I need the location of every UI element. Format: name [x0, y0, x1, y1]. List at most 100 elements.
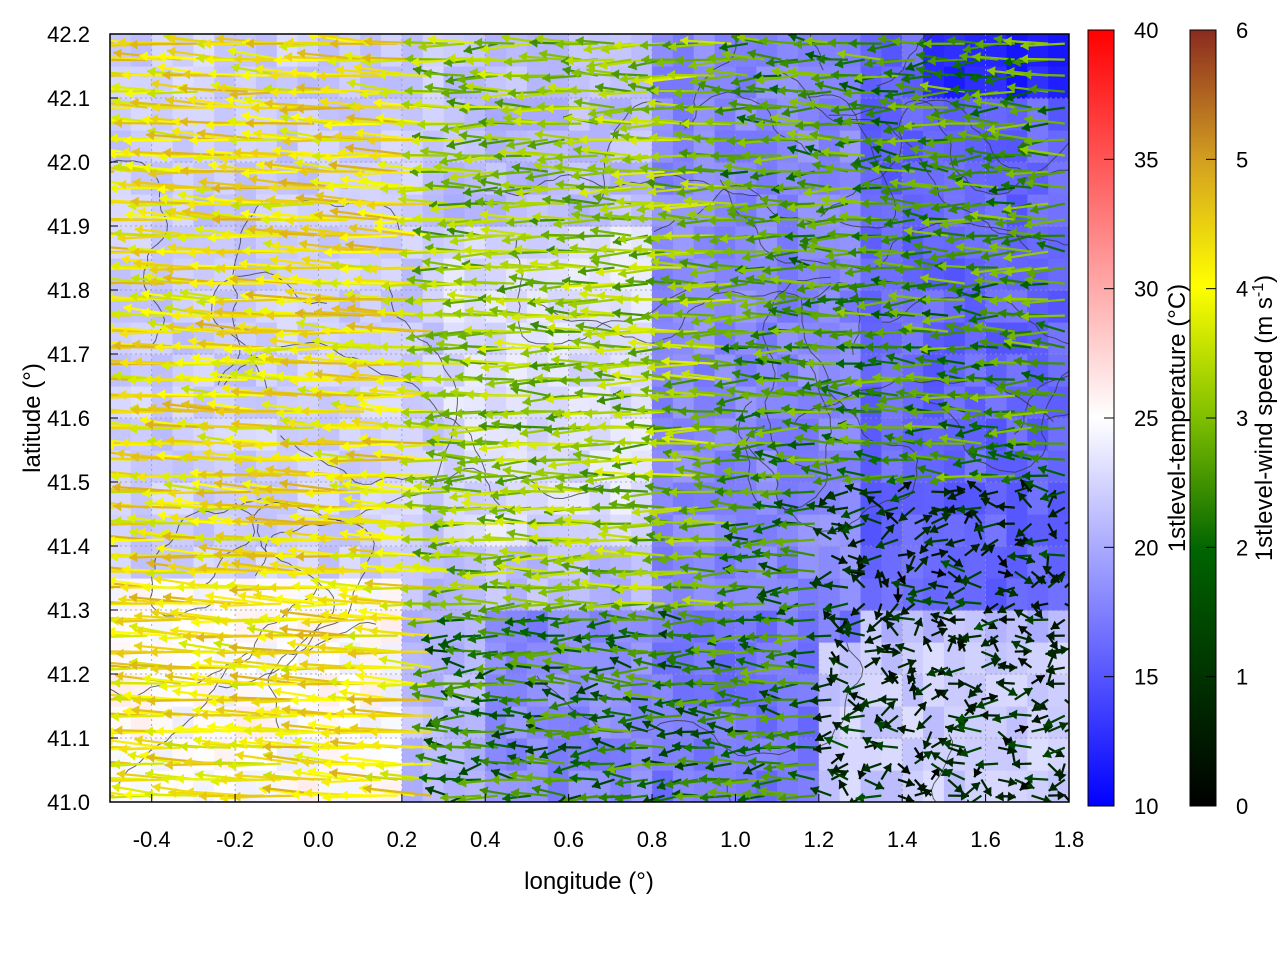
- wind-vector-head: [139, 415, 149, 426]
- temperature-cell: [506, 322, 528, 355]
- wind-vector: [645, 170, 699, 178]
- wind-vector-head: [428, 588, 438, 598]
- wind-vector-head: [155, 726, 164, 737]
- wind-vector-head: [346, 293, 355, 304]
- wind-vector-head: [532, 296, 541, 307]
- wind-vector: [354, 170, 415, 176]
- wind-vector-head: [691, 232, 700, 243]
- wind-vector-head: [62, 580, 70, 590]
- wind-vector-head: [110, 322, 113, 333]
- wind-vector-head: [612, 281, 621, 292]
- wind-vector-head: [328, 160, 338, 171]
- wind-vector: [411, 138, 465, 143]
- wind-vector-head: [562, 515, 572, 526]
- wind-vector-head: [491, 460, 501, 471]
- wind-vector-head: [198, 791, 207, 801]
- wind-vector-head: [186, 199, 195, 210]
- wind-vector-head: [473, 680, 482, 691]
- wind-vector-head: [646, 530, 655, 541]
- wind-vector: [377, 73, 432, 77]
- wind-vector-head: [142, 163, 151, 173]
- wind-vector-head: [279, 229, 288, 239]
- temperature-cell: [485, 290, 507, 323]
- wind-vector-head: [556, 472, 565, 483]
- wind-vector: [278, 128, 332, 141]
- wind-vector-head: [595, 267, 605, 277]
- wind-vector: [110, 250, 115, 253]
- wind-vector-head: [284, 527, 293, 538]
- wind-vector-head: [446, 97, 456, 108]
- wind-vector-head: [459, 727, 468, 738]
- temperature-cell: [798, 514, 820, 547]
- wind-vector: [273, 58, 332, 62]
- wind-vector-head: [425, 785, 435, 796]
- wind-vector: [323, 506, 382, 512]
- wind-vector: [110, 570, 115, 573]
- wind-vector-head: [555, 39, 564, 50]
- wind-vector: [498, 549, 548, 557]
- wind-vector-head: [481, 691, 491, 701]
- wind-vector-head: [284, 51, 293, 62]
- wind-vector-head: [434, 517, 443, 528]
- temperature-cell: [568, 98, 591, 131]
- wind-vector-head: [111, 782, 121, 793]
- wind-vector-head: [509, 650, 519, 661]
- wind-vector: [362, 440, 432, 445]
- temperature-cell: [777, 642, 799, 675]
- wind-vector: [598, 90, 648, 96]
- wind-vector-head: [172, 686, 181, 697]
- wind-vector-head: [261, 400, 270, 410]
- temperature-cell: [818, 290, 841, 323]
- wind-vector-head: [539, 556, 549, 567]
- wind-vector-head: [432, 583, 441, 594]
- wind-vector-head: [588, 713, 598, 723]
- wind-vector-head: [615, 777, 624, 788]
- wind-vector-head: [124, 160, 134, 171]
- wind-vector: [615, 200, 665, 205]
- wind-vector: [648, 506, 699, 515]
- wind-vector-head: [232, 791, 241, 802]
- wind-vector-head: [110, 133, 118, 144]
- wind-vector-head: [697, 80, 706, 91]
- wind-vector: [128, 202, 181, 208]
- wind-vector-head: [279, 126, 288, 137]
- wind-vector-head: [598, 529, 607, 540]
- wind-vector-head: [473, 614, 482, 625]
- wind-vector-head: [538, 49, 548, 60]
- wind-vector-head: [457, 457, 466, 468]
- wind-vector-head: [510, 788, 520, 798]
- wind-vector-head: [467, 649, 477, 660]
- wind-vector-head: [578, 187, 588, 198]
- wind-vector: [234, 549, 298, 557]
- wind-vector: [448, 506, 498, 512]
- wind-vector-head: [374, 479, 384, 490]
- wind-vector-head: [381, 295, 390, 306]
- wind-vector-head: [297, 385, 306, 396]
- wind-vector-head: [663, 230, 672, 241]
- wind-vector-head: [285, 215, 294, 226]
- wind-vector-head: [354, 623, 363, 634]
- wind-vector-head: [446, 565, 455, 576]
- wind-vector: [287, 548, 348, 557]
- wind-vector-head: [317, 642, 326, 653]
- wind-vector: [305, 472, 365, 477]
- wind-vector-head: [147, 88, 156, 99]
- wind-vector-head: [500, 180, 510, 191]
- wind-vector-head: [736, 114, 746, 124]
- wind-vector-head: [693, 571, 702, 582]
- wind-vector-head: [550, 536, 559, 547]
- wind-vector-head: [111, 759, 120, 770]
- wind-vector-head: [627, 471, 636, 482]
- wind-vector-head: [189, 723, 198, 734]
- wind-vector-head: [324, 505, 333, 515]
- wind-vector-head: [115, 671, 124, 682]
- wind-vector-head: [549, 701, 559, 711]
- wind-vector-head: [167, 488, 176, 498]
- wind-vector-head: [83, 438, 91, 448]
- temperature-cell: [818, 738, 841, 771]
- wind-vector-head: [98, 487, 106, 497]
- wind-vector-head: [224, 344, 233, 355]
- wind-vector-head: [704, 117, 713, 128]
- wind-vector-head: [646, 326, 655, 337]
- wind-vector-head: [449, 235, 459, 246]
